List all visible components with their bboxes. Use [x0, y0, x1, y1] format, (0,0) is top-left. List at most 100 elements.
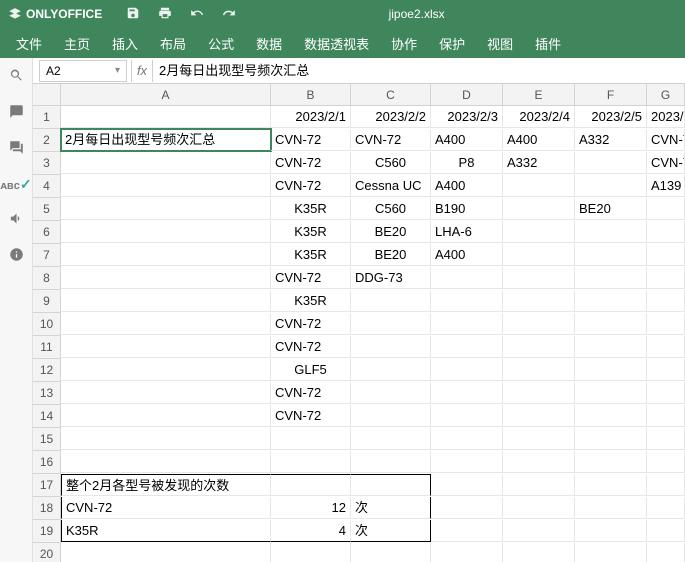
name-box[interactable]: A2 ▾ — [39, 60, 127, 82]
cell-C8[interactable]: DDG-73 — [351, 267, 431, 289]
info-icon[interactable] — [9, 247, 24, 265]
search-icon[interactable] — [9, 68, 24, 86]
cell-B6[interactable]: K35R — [271, 221, 351, 243]
cell-C17[interactable] — [351, 474, 431, 496]
cell-A11[interactable] — [61, 336, 271, 358]
cell-C4[interactable]: Cessna UC — [351, 175, 431, 197]
cell-F19[interactable] — [575, 520, 647, 542]
cell-F5[interactable]: BE20 — [575, 198, 647, 220]
menu-协作[interactable]: 协作 — [381, 30, 427, 57]
menu-布局[interactable]: 布局 — [150, 30, 196, 57]
cell-F7[interactable] — [575, 244, 647, 266]
cell-A10[interactable] — [61, 313, 271, 335]
spellcheck-icon[interactable]: ᴀʙᴄ✓ — [0, 176, 31, 193]
cell-E11[interactable] — [503, 336, 575, 358]
cell-E4[interactable] — [503, 175, 575, 197]
cell-A16[interactable] — [61, 451, 271, 473]
cell-B14[interactable]: CVN-72 — [271, 405, 351, 427]
menu-主页[interactable]: 主页 — [54, 30, 100, 57]
cell-C5[interactable]: C560 — [351, 198, 431, 220]
cell-F8[interactable] — [575, 267, 647, 289]
cell-G10[interactable] — [647, 313, 685, 335]
cell-C10[interactable] — [351, 313, 431, 335]
row-header-2[interactable]: 2 — [33, 129, 61, 152]
cell-D1[interactable]: 2023/2/3 — [431, 106, 503, 128]
cell-E12[interactable] — [503, 359, 575, 381]
menu-数据[interactable]: 数据 — [246, 30, 292, 57]
col-header-F[interactable]: F — [575, 84, 647, 106]
cell-D11[interactable] — [431, 336, 503, 358]
cell-A1[interactable] — [61, 106, 271, 128]
cell-C15[interactable] — [351, 428, 431, 450]
cell-D6[interactable]: LHA-6 — [431, 221, 503, 243]
cell-F3[interactable] — [575, 152, 647, 174]
cell-B18[interactable]: 12 — [271, 497, 351, 519]
fx-icon[interactable]: fx — [131, 60, 153, 82]
menu-文件[interactable]: 文件 — [6, 30, 52, 57]
cell-G2[interactable]: CVN-7 — [647, 129, 685, 151]
cell-C11[interactable] — [351, 336, 431, 358]
cell-C9[interactable] — [351, 290, 431, 312]
menu-插件[interactable]: 插件 — [525, 30, 571, 57]
cell-D4[interactable]: A400 — [431, 175, 503, 197]
cell-C12[interactable] — [351, 359, 431, 381]
menu-插入[interactable]: 插入 — [102, 30, 148, 57]
row-header-18[interactable]: 18 — [33, 497, 61, 520]
cell-A20[interactable] — [61, 543, 271, 562]
cell-G3[interactable]: CVN-7 — [647, 152, 685, 174]
cell-B2[interactable]: CVN-72 — [271, 129, 351, 151]
cell-A6[interactable] — [61, 221, 271, 243]
cell-F17[interactable] — [575, 474, 647, 496]
cell-G4[interactable]: A139 — [647, 175, 685, 197]
col-header-D[interactable]: D — [431, 84, 503, 106]
cell-C6[interactable]: BE20 — [351, 221, 431, 243]
menu-数据透视表[interactable]: 数据透视表 — [294, 30, 379, 57]
feedback-icon[interactable] — [9, 211, 24, 229]
cell-B17[interactable] — [271, 474, 351, 496]
cell-C1[interactable]: 2023/2/2 — [351, 106, 431, 128]
cell-F15[interactable] — [575, 428, 647, 450]
cell-G13[interactable] — [647, 382, 685, 404]
cell-E7[interactable] — [503, 244, 575, 266]
row-header-11[interactable]: 11 — [33, 336, 61, 359]
cell-C18[interactable]: 次 — [351, 497, 431, 519]
cell-G6[interactable] — [647, 221, 685, 243]
cell-A19[interactable]: K35R — [61, 520, 271, 542]
cell-E6[interactable] — [503, 221, 575, 243]
select-all-corner[interactable] — [33, 84, 61, 106]
cell-E18[interactable] — [503, 497, 575, 519]
cell-G18[interactable] — [647, 497, 685, 519]
cell-E13[interactable] — [503, 382, 575, 404]
cell-E8[interactable] — [503, 267, 575, 289]
cell-B4[interactable]: CVN-72 — [271, 175, 351, 197]
undo-icon[interactable] — [190, 6, 204, 23]
spreadsheet-grid[interactable]: ABCDEFG12023/2/12023/2/22023/2/32023/2/4… — [33, 84, 685, 562]
cell-F18[interactable] — [575, 497, 647, 519]
menu-视图[interactable]: 视图 — [477, 30, 523, 57]
cell-F20[interactable] — [575, 543, 647, 562]
cell-C14[interactable] — [351, 405, 431, 427]
menu-保护[interactable]: 保护 — [429, 30, 475, 57]
col-header-E[interactable]: E — [503, 84, 575, 106]
cell-B1[interactable]: 2023/2/1 — [271, 106, 351, 128]
cell-F4[interactable] — [575, 175, 647, 197]
redo-icon[interactable] — [222, 6, 236, 23]
row-header-8[interactable]: 8 — [33, 267, 61, 290]
cell-D7[interactable]: A400 — [431, 244, 503, 266]
cell-F13[interactable] — [575, 382, 647, 404]
cell-D16[interactable] — [431, 451, 503, 473]
cell-B9[interactable]: K35R — [271, 290, 351, 312]
cell-A8[interactable] — [61, 267, 271, 289]
cell-G14[interactable] — [647, 405, 685, 427]
cell-D18[interactable] — [431, 497, 503, 519]
cell-E5[interactable] — [503, 198, 575, 220]
chat-icon[interactable] — [9, 140, 24, 158]
cell-B7[interactable]: K35R — [271, 244, 351, 266]
row-header-10[interactable]: 10 — [33, 313, 61, 336]
cell-E2[interactable]: A400 — [503, 129, 575, 151]
row-header-9[interactable]: 9 — [33, 290, 61, 313]
cell-A14[interactable] — [61, 405, 271, 427]
row-header-4[interactable]: 4 — [33, 175, 61, 198]
cell-G20[interactable] — [647, 543, 685, 562]
comments-icon[interactable] — [9, 104, 24, 122]
